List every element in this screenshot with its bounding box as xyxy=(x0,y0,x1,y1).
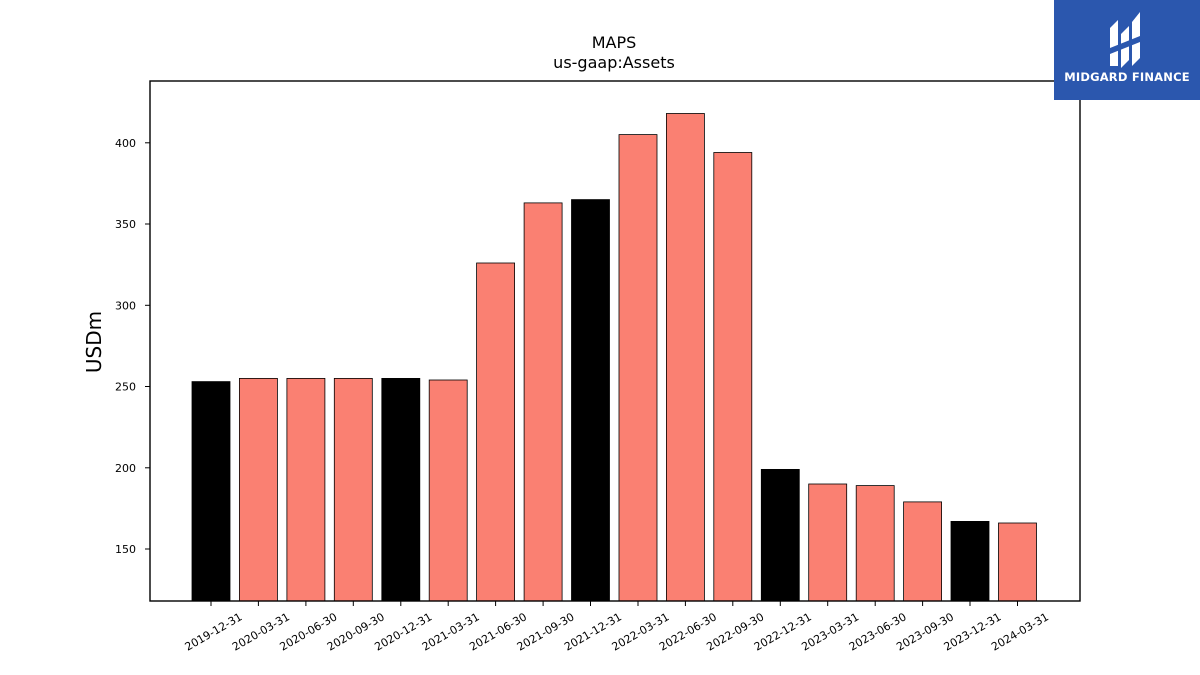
bar-2020-06-30 xyxy=(286,377,326,602)
plot-frame xyxy=(149,80,1081,602)
bar-2023-06-30 xyxy=(855,485,895,602)
bar-2021-03-31 xyxy=(428,379,468,602)
bar-2019-12-31 xyxy=(191,381,231,602)
bar-2021-06-30 xyxy=(476,262,516,602)
logo-text: MIDGARD FINANCE xyxy=(1064,70,1190,84)
y-tick-label: 250 xyxy=(115,381,136,394)
y-tick-label: 200 xyxy=(115,462,136,475)
bar-2020-12-31 xyxy=(381,377,421,602)
bar-2024-03-31 xyxy=(998,522,1037,602)
midgard-logo-icon xyxy=(1110,12,1140,68)
bar-2020-03-31 xyxy=(238,377,278,602)
chart-subtitle: us-gaap:Assets xyxy=(553,53,675,72)
x-ticks-group: 2019-12-312020-03-312020-06-302020-09-30… xyxy=(183,601,1051,654)
chart-title: MAPS xyxy=(592,33,637,52)
bars-group xyxy=(191,113,1037,602)
y-tick-label: 150 xyxy=(115,543,136,556)
bar-2022-12-31 xyxy=(760,468,800,602)
bar-2022-03-31 xyxy=(618,134,658,602)
y-tick-label: 350 xyxy=(115,218,136,231)
bar-2023-09-30 xyxy=(903,501,942,602)
bar-2022-09-30 xyxy=(713,152,753,602)
y-axis-label: USDm xyxy=(82,311,106,373)
bar-2020-09-30 xyxy=(333,377,373,602)
bar-2021-09-30 xyxy=(523,202,563,602)
y-tick-label: 300 xyxy=(115,299,136,312)
y-ticks-group: 150 200 250 300 350 400 xyxy=(115,137,150,556)
bar-2021-12-31 xyxy=(571,199,610,602)
y-tick-label: 400 xyxy=(115,137,136,150)
bar-2022-06-30 xyxy=(666,113,705,602)
bar-2023-12-31 xyxy=(950,521,990,602)
midgard-logo: MIDGARD FINANCE xyxy=(1054,0,1200,100)
bar-2023-03-31 xyxy=(808,483,848,602)
